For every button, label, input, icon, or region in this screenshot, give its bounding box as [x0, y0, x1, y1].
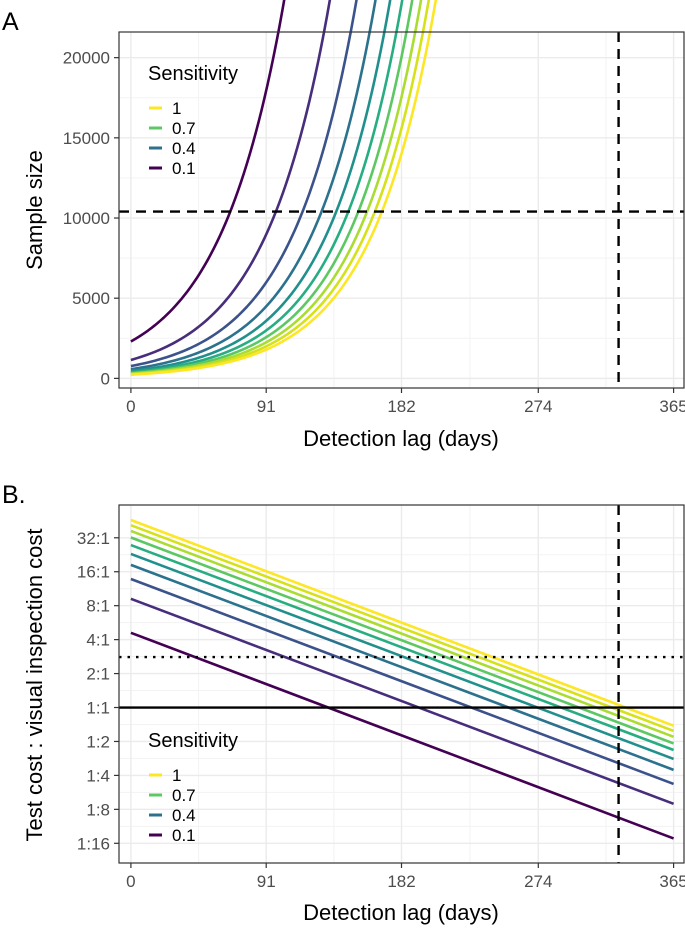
series-line-sensitivity-0-5 — [130, 552, 675, 761]
series-line-sensitivity-0-1 — [130, 0, 286, 343]
x-tick-label: 182 — [387, 397, 415, 416]
legend-label-1: 1 — [172, 99, 181, 118]
series-line-sensitivity-0-9 — [130, 0, 431, 376]
panel-b: B. 0 91 182 274 365 1:16 1:8 1:4 1:2 1:1 2:1 4:1 8:1… — [2, 481, 685, 925]
series-line-sensitivity-0-2 — [130, 597, 675, 806]
y-tick-label: 15000 — [63, 129, 110, 148]
legend-label-0-1: 0.1 — [172, 826, 196, 845]
x-tick-label: 0 — [126, 397, 135, 416]
y-tick-label: 1:2 — [86, 732, 110, 751]
series-line-sensitivity-0-6 — [130, 0, 404, 374]
y-tick-label: 2:1 — [86, 665, 110, 684]
y-tick-label: 16:1 — [77, 563, 110, 582]
y-tick-label: 1:4 — [86, 766, 110, 785]
panel-a: A 0 91 182 274 365 0 5000 10000 15000 20000 Sensi… — [2, 0, 685, 451]
legend-label-1: 1 — [172, 766, 181, 785]
legend-label-0-7: 0.7 — [172, 119, 196, 138]
x-tick-label: 365 — [659, 397, 685, 416]
y-tick-label: 0 — [101, 369, 110, 388]
series-line-sensitivity-1 — [130, 0, 438, 376]
series-line-sensitivity-0-4 — [130, 0, 377, 371]
x-tick-label: 182 — [387, 872, 415, 891]
y-tick-label: 1:1 — [86, 699, 110, 718]
series-line-sensitivity-0-4 — [130, 563, 675, 772]
panel-a-legend: Sensitivity 1 0.7 0.4 0.1 — [148, 63, 238, 178]
series-line-sensitivity-0-1 — [130, 631, 675, 840]
panel-a-x-axis-title: Detection lag (days) — [303, 426, 499, 451]
series-line-sensitivity-0-7 — [130, 536, 675, 745]
series-line-sensitivity-0-5 — [130, 0, 392, 373]
panel-a-ticks: 0 91 182 274 365 0 5000 10000 15000 20000 — [63, 49, 685, 416]
x-tick-label: 0 — [126, 872, 135, 891]
legend-label-0-4: 0.4 — [172, 139, 196, 158]
series-line-sensitivity-0-2 — [130, 0, 332, 362]
x-tick-label: 91 — [257, 872, 276, 891]
legend-title: Sensitivity — [148, 63, 238, 85]
series-line-sensitivity-0-3 — [130, 577, 675, 786]
legend-label-0-1: 0.1 — [172, 159, 196, 178]
legend-label-0-7: 0.7 — [172, 786, 196, 805]
x-tick-label: 365 — [659, 872, 685, 891]
panel-b-grid — [119, 505, 684, 863]
panel-b-series — [130, 518, 675, 840]
panel-a-reference-lines — [119, 32, 684, 388]
y-tick-label: 10000 — [63, 209, 110, 228]
x-tick-label: 274 — [524, 397, 552, 416]
series-line-sensitivity-0-8 — [130, 529, 675, 739]
y-tick-label: 1:16 — [77, 834, 110, 853]
y-tick-label: 1:8 — [86, 800, 110, 819]
panel-b-legend: Sensitivity 1 0.7 0.4 0.1 — [148, 730, 238, 845]
series-line-sensitivity-1 — [130, 518, 675, 727]
y-tick-label: 32:1 — [77, 529, 110, 548]
series-line-sensitivity-0-3 — [130, 0, 358, 368]
x-tick-label: 91 — [257, 397, 276, 416]
series-line-sensitivity-0-8 — [130, 0, 423, 376]
legend-label-0-4: 0.4 — [172, 806, 196, 825]
series-line-sensitivity-0-7 — [130, 0, 414, 375]
series-line-sensitivity-0-6 — [130, 543, 675, 752]
panel-b-ticks: 0 91 182 274 365 1:16 1:8 1:4 1:2 1:1 2:1 4:1 8:1 16:… — [77, 529, 685, 891]
series-line-sensitivity-0-9 — [130, 523, 675, 733]
y-tick-label: 5000 — [72, 289, 110, 308]
panel-a-grid — [119, 32, 684, 388]
panel-a-label: A — [2, 8, 19, 36]
panel-b-x-axis-title: Detection lag (days) — [303, 900, 499, 925]
y-tick-label: 20000 — [63, 49, 110, 68]
panel-a-series — [130, 0, 438, 376]
panel-b-label: B. — [2, 481, 26, 509]
x-tick-label: 274 — [524, 872, 552, 891]
panel-b-reference-lines — [119, 505, 684, 863]
y-tick-label: 8:1 — [86, 597, 110, 616]
panel-b-y-axis-title: Test cost : visual inspection cost — [22, 528, 47, 841]
panel-a-y-axis-title: Sample size — [22, 150, 47, 270]
y-tick-label: 4:1 — [86, 631, 110, 650]
legend-title: Sensitivity — [148, 730, 238, 752]
